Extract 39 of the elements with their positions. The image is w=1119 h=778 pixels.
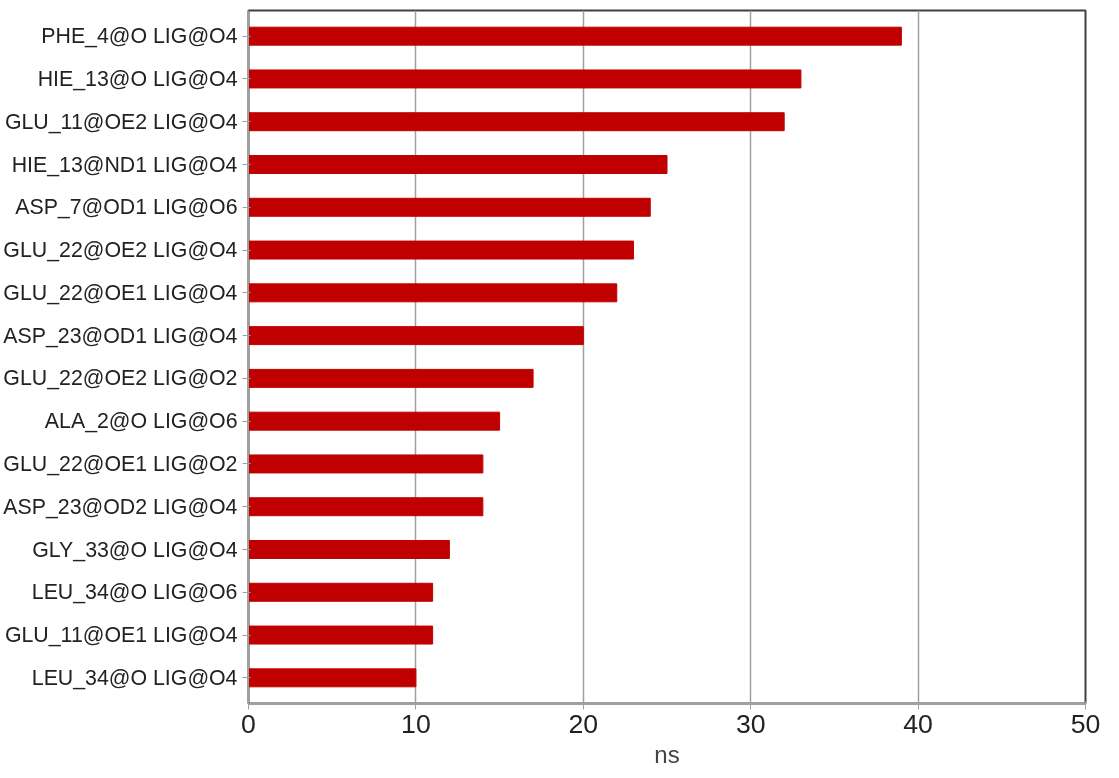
bar: [248, 283, 618, 303]
y-tick-label: ASP_23@OD2 LIG@O4: [3, 494, 238, 519]
y-tick-label: GLU_11@OE2 LIG@O4: [4, 109, 238, 134]
bar: [248, 326, 584, 346]
y-tick-label: PHE_4@O LIG@O4: [41, 24, 238, 49]
y-tick-label: ALA_2@O LIG@O6: [44, 409, 238, 434]
bar: [248, 69, 802, 89]
x-tick-label: 10: [401, 708, 431, 739]
y-tick-label: HIE_13@ND1 LIG@O4: [11, 152, 238, 177]
bar: [248, 582, 434, 602]
y-tick-label: LEU_34@O LIG@O6: [31, 580, 238, 605]
bar: [248, 155, 668, 174]
x-tick-label: 20: [568, 708, 599, 739]
bar: [248, 497, 484, 517]
bar: [248, 411, 501, 431]
y-tick-label: LEU_34@O LIG@O4: [31, 665, 238, 690]
y-tick-label: GLU_22@OE1 LIG@O4: [3, 280, 238, 305]
x-tick-label: 40: [903, 708, 933, 739]
bar: [248, 26, 902, 46]
x-tick-label: 50: [1070, 708, 1101, 739]
bar: [248, 368, 534, 388]
y-tick-label: ASP_23@OD1 LIG@O4: [3, 323, 238, 348]
y-tick-label: GLU_22@OE2 LIG@O4: [3, 238, 238, 263]
bar: [248, 112, 785, 132]
bar: [248, 540, 450, 559]
x-axis-title: ns: [654, 740, 680, 768]
bar: [248, 240, 635, 260]
y-tick-label: GLY_33@O LIG@O4: [32, 537, 238, 562]
y-tick-label: GLU_22@OE1 LIG@O2: [3, 451, 238, 476]
y-tick-label: GLU_22@OE2 LIG@O2: [3, 366, 238, 391]
bar: [248, 454, 484, 474]
x-tick-label: 30: [735, 708, 766, 739]
y-tick-label: ASP_7@OD1 LIG@O6: [15, 195, 238, 220]
y-tick-label: HIE_13@O LIG@O4: [37, 66, 238, 91]
y-tick-label: GLU_11@OE1 LIG@O4: [4, 623, 238, 648]
bar: [248, 625, 434, 645]
x-tick-label: 0: [241, 708, 256, 739]
bar: [248, 197, 651, 217]
bar: [248, 668, 417, 688]
